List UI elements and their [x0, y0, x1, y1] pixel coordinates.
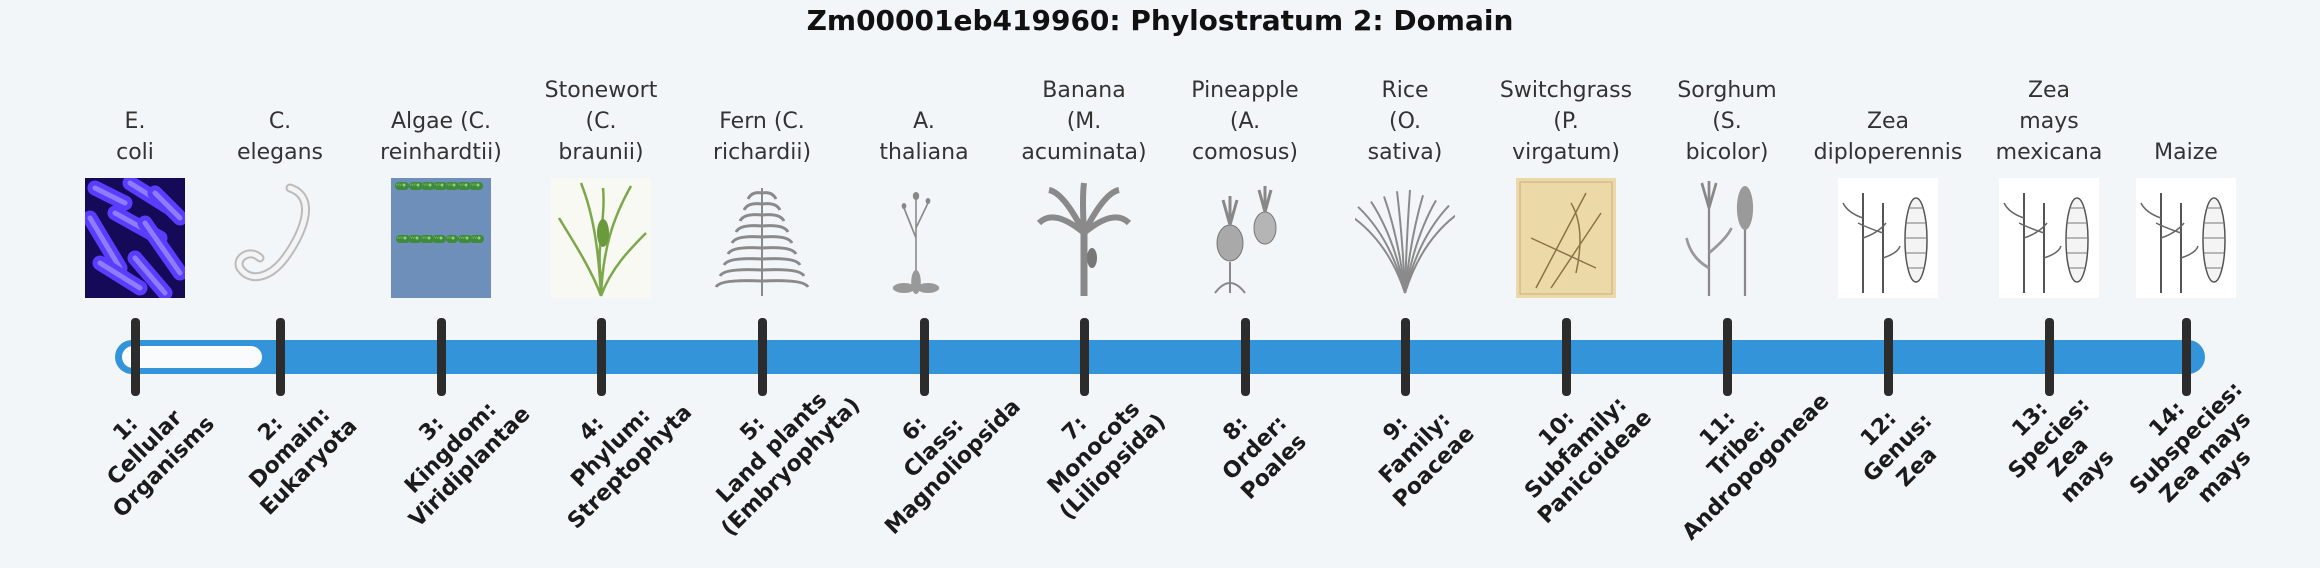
timeline-tick [131, 318, 140, 396]
sorghum-image [1682, 178, 1772, 298]
timeline-tick [597, 318, 606, 396]
organism-label-line: braunii) [558, 140, 644, 165]
organism-label: Rice (O. sativa) [1320, 75, 1490, 168]
organism-label-line: Maize [2154, 140, 2218, 165]
organism-label: Pineapple (A. comosus) [1160, 75, 1330, 168]
organism-label-line: bicolor) [1685, 140, 1769, 165]
pineapple-image [1195, 178, 1295, 298]
organism-label: Algae (C. reinhardtii) [356, 106, 526, 168]
timeline-tick [2045, 318, 2054, 396]
page-title: Zm00001eb419960: Phylostratum 2: Domain [806, 4, 1514, 37]
organism-label-line: (P. [1553, 109, 1579, 134]
organism-label-line: (A. [1229, 109, 1261, 134]
organism-label-line: Switchgrass [1499, 78, 1633, 103]
organism-label: Switchgrass (P. virgatum) [1481, 75, 1651, 168]
timeline-tick [2182, 318, 2191, 396]
organism-label-line: sativa) [1367, 140, 1443, 165]
fern-frond-image [712, 178, 812, 298]
organism-label-line: A. [913, 109, 935, 134]
organism-label-line: coli [116, 140, 154, 165]
timeline-tick [920, 318, 929, 396]
timeline-tick [1401, 318, 1410, 396]
green-algae-image [391, 178, 491, 298]
organism-label-line: richardii) [712, 140, 812, 165]
organism-label: A. thaliana [839, 106, 1009, 168]
zea-diploperennis-image [1838, 178, 1938, 298]
organism-label-line: (C. [585, 109, 617, 134]
organism-label-line: mays [2019, 109, 2079, 134]
organism-label: E. coli [50, 106, 220, 168]
organism-label-line: Stonewort [544, 78, 658, 103]
organism-label-line: reinhardtii) [380, 140, 502, 165]
e-coli-bacteria-image [85, 178, 185, 298]
organism-label-line: (O. [1388, 109, 1421, 134]
timeline-tick [1562, 318, 1571, 396]
organism-label: Stonewort (C. braunii) [516, 75, 686, 168]
organism-label-line: virgatum) [1512, 140, 1620, 165]
timeline-tick [758, 318, 767, 396]
organism-label-line: Rice [1381, 78, 1429, 103]
organism-label-line: (S. [1712, 109, 1742, 134]
switchgrass-botanical-plate-image [1516, 178, 1616, 298]
timeline-tick [1241, 318, 1250, 396]
organism-label-line: elegans [236, 140, 324, 165]
organism-label-line: mexicana [1995, 140, 2103, 165]
organism-label-line: Banana [1042, 78, 1126, 103]
organism-label-line: Zea [2027, 78, 2071, 103]
zea-mays-mexicana-image [1999, 178, 2099, 298]
banana-plant-image [1034, 178, 1134, 298]
organism-label: Banana (M. acuminata) [999, 75, 1169, 168]
organism-label: Zea diploperennis [1803, 106, 1973, 168]
organism-label-line: Zea [1866, 109, 1910, 134]
organism-label-line: Sorghum [1677, 78, 1777, 103]
timeline-tick [276, 318, 285, 396]
organism-label-line: diploperennis [1813, 140, 1963, 165]
organism-label-line: Algae (C. [390, 109, 492, 134]
organism-label-line: acuminata) [1021, 140, 1147, 165]
organism-label-line: thaliana [879, 140, 969, 165]
organism-label-line: E. [124, 109, 146, 134]
organism-label: Fern (C. richardii) [677, 106, 847, 168]
organism-label: Zea mays mexicana [1964, 75, 2134, 168]
organism-label-line: comosus) [1192, 140, 1298, 165]
arabidopsis-image [884, 178, 964, 298]
organism-label: C. elegans [195, 106, 365, 168]
timeline-tick [1080, 318, 1089, 396]
maize-image [2136, 178, 2236, 298]
timeline-tick [1884, 318, 1893, 396]
organism-label-line: Pineapple [1191, 78, 1299, 103]
organism-label-line: Fern (C. [719, 109, 805, 134]
timeline-progress-fill [122, 346, 262, 368]
organism-label-line: C. [268, 109, 292, 134]
timeline-tick [1723, 318, 1732, 396]
stonewort-image [551, 178, 651, 298]
nematode-worm-image [230, 178, 330, 298]
rice-plant-image [1355, 178, 1455, 298]
organism-label-line: (M. [1066, 109, 1102, 134]
timeline-track [115, 340, 2205, 374]
organism-label: Sorghum (S. bicolor) [1642, 75, 1812, 168]
timeline-tick [437, 318, 446, 396]
organism-label: Maize [2101, 137, 2271, 168]
